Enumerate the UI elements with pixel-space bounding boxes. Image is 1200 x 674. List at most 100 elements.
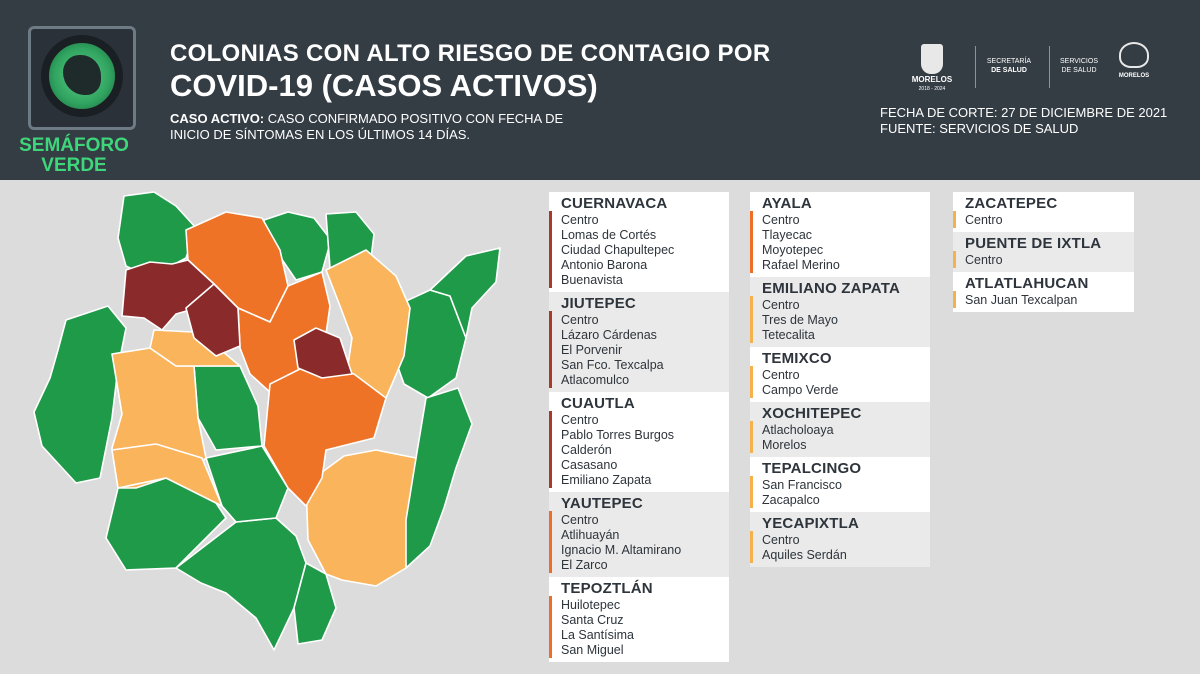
map-region-yautepec-center bbox=[293, 327, 353, 379]
municipality-block: XOCHITEPEC Atlacholoaya Morelos bbox=[750, 402, 930, 457]
list-column-2: AYALA Centro Tlayecac Moyotepec Rafael Merin… bbox=[750, 192, 930, 567]
municipality-block: CUAUTLA Centro Pablo Torres Burgos Calderón… bbox=[549, 392, 729, 492]
risk-level-bar bbox=[750, 211, 753, 273]
municipality-name: ZACATEPEC bbox=[965, 195, 1058, 212]
risk-level-bar bbox=[750, 476, 753, 508]
risk-level-bar bbox=[953, 251, 956, 268]
page-title: COLONIAS CON ALTO RIESGO DE CONTAGIO POR bbox=[170, 40, 771, 67]
logo-divider bbox=[975, 46, 976, 88]
municipality-name: TEPOZTLÁN bbox=[561, 580, 653, 597]
colonia-item: Tetecalita bbox=[762, 328, 815, 342]
map-region-yellow-southeast bbox=[305, 449, 417, 587]
colonia-item: Centro bbox=[561, 213, 599, 227]
risk-level-bar bbox=[953, 291, 956, 308]
municipality-name: TEMIXCO bbox=[762, 350, 832, 367]
servicios-logo-line1: SERVICIOS bbox=[1060, 58, 1098, 65]
colonia-item: San Fco. Texcalpa bbox=[561, 358, 664, 372]
colonia-item: El Porvenir bbox=[561, 343, 623, 357]
cutoff-info: FECHA DE CORTE: 27 DE DICIEMBRE DE 2021 … bbox=[880, 105, 1167, 137]
colonia-item: Calderón bbox=[561, 443, 612, 457]
map-region-east-2 bbox=[403, 387, 473, 569]
municipality-name: CUERNAVACA bbox=[561, 195, 668, 212]
map-region-northeast bbox=[429, 247, 501, 339]
colonia-item: Centro bbox=[965, 253, 1003, 267]
municipality-name: AYALA bbox=[762, 195, 812, 212]
municipality-name: XOCHITEPEC bbox=[762, 405, 862, 422]
cutoff-date: FECHA DE CORTE: 27 DE DICIEMBRE DE 2021 bbox=[880, 105, 1168, 120]
colonia-item: Lomas de Cortés bbox=[561, 228, 657, 242]
colonia-item: Centro bbox=[561, 513, 599, 527]
map-region-southeast bbox=[293, 562, 337, 645]
semaforo-label: SEMÁFORO bbox=[19, 135, 129, 156]
page-subtitle: COVID-19 (CASOS ACTIVOS) bbox=[170, 68, 598, 103]
list-column-1: CUERNAVACA Centro Lomas de Cortés Ciudad Ch… bbox=[549, 192, 729, 662]
municipality-block: YECAPIXTLA Centro Aquiles Serdán bbox=[750, 512, 930, 567]
map-region-center-west bbox=[193, 365, 263, 451]
colonia-item: La Santísima bbox=[561, 628, 634, 642]
municipality-block: ZACATEPEC Centro bbox=[953, 192, 1134, 232]
colonia-item: Casasano bbox=[561, 458, 618, 472]
municipality-name: PUENTE DE IXTLA bbox=[965, 235, 1102, 252]
colonia-item: Centro bbox=[561, 413, 599, 427]
risk-level-bar bbox=[549, 311, 552, 388]
servicios-logo-line2: DE SALUD bbox=[1061, 67, 1097, 74]
colonia-item: Huilotepec bbox=[561, 598, 621, 612]
risk-level-bar bbox=[549, 596, 552, 658]
municipality-block: EMILIANO ZAPATA Centro Tres de Mayo Tetecal… bbox=[750, 277, 930, 347]
data-source: FUENTE: SERVICIOS DE SALUD bbox=[880, 121, 1079, 136]
colonia-item: El Zarco bbox=[561, 558, 608, 572]
definition-body-2: INICIO DE SÍNTOMAS EN LOS ÚLTIMOS 14 DÍA… bbox=[170, 127, 471, 142]
definition-body: CASO CONFIRMADO POSITIVO CON FECHA DE bbox=[264, 111, 564, 126]
risk-level-bar bbox=[750, 531, 753, 563]
colonia-item: Centro bbox=[762, 213, 800, 227]
colonia-item: Campo Verde bbox=[762, 383, 839, 397]
colonia-item: Lázaro Cárdenas bbox=[561, 328, 657, 342]
header-banner: SEMÁFORO VERDE COLONIAS CON ALTO RIESGO … bbox=[0, 0, 1200, 180]
colonia-item: Buenavista bbox=[561, 273, 623, 287]
municipality-name: TEPALCINGO bbox=[762, 460, 862, 477]
morelos-logo-text: MORELOS bbox=[911, 75, 953, 84]
colonia-item: Centro bbox=[762, 368, 800, 382]
colonia-item: Centro bbox=[762, 533, 800, 547]
colonia-item: Tres de Mayo bbox=[762, 313, 838, 327]
morelos-crest-icon bbox=[921, 44, 943, 74]
logos-group: MORELOS 2018 - 2024 SECRETARÍA DE SALUD … bbox=[905, 42, 1175, 92]
colonia-item: Ciudad Chapultepec bbox=[561, 243, 675, 257]
colonia-item: Centro bbox=[561, 313, 599, 327]
municipality-name: YECAPIXTLA bbox=[762, 515, 860, 532]
colonia-item: Moyotepec bbox=[762, 243, 824, 257]
risk-level-bar bbox=[750, 296, 753, 343]
risk-level-bar bbox=[549, 211, 552, 288]
colonia-item: San Francisco bbox=[762, 478, 842, 492]
colonia-item: Atlacomulco bbox=[561, 373, 630, 387]
municipality-block: CUERNAVACA Centro Lomas de Cortés Ciudad Ch… bbox=[549, 192, 729, 292]
colonia-item: Tlayecac bbox=[762, 228, 813, 242]
map-region-jiutepec bbox=[185, 283, 241, 357]
state-silhouette-icon bbox=[63, 55, 101, 95]
morelos-map bbox=[33, 191, 501, 651]
map-region-yellow-south bbox=[111, 443, 223, 507]
risk-level-bar bbox=[750, 366, 753, 398]
colonia-item: Atlacholoaya bbox=[762, 423, 834, 437]
risk-level-bar bbox=[549, 411, 552, 488]
colonia-item: Rafael Merino bbox=[762, 258, 840, 272]
colonia-item: Santa Cruz bbox=[561, 613, 624, 627]
municipality-block: JIUTEPEC Centro Lázaro Cárdenas El Porvenir… bbox=[549, 292, 729, 392]
risk-level-bar bbox=[549, 511, 552, 573]
map-region-west bbox=[33, 305, 127, 484]
definition-label: CASO ACTIVO: bbox=[170, 111, 265, 126]
traffic-light-icon bbox=[41, 35, 123, 117]
municipality-block: TEMIXCO Centro Campo Verde bbox=[750, 347, 930, 402]
municipality-name: YAUTEPEC bbox=[561, 495, 643, 512]
colonia-item: Antonio Barona bbox=[561, 258, 648, 272]
colonia-item: Morelos bbox=[762, 438, 807, 452]
municipality-block: AYALA Centro Tlayecac Moyotepec Rafael Merin… bbox=[750, 192, 930, 277]
municipality-name: JIUTEPEC bbox=[561, 295, 636, 312]
risk-level-bar bbox=[953, 211, 956, 228]
colonia-item: Pablo Torres Burgos bbox=[561, 428, 675, 442]
municipality-name: CUAUTLA bbox=[561, 395, 635, 412]
municipality-block: YAUTEPEC Centro Atlihuayán Ignacio M. Altam… bbox=[549, 492, 729, 577]
logo-divider bbox=[1049, 46, 1050, 88]
definition-text: CASO ACTIVO: CASO CONFIRMADO POSITIVO CO… bbox=[170, 111, 640, 143]
colonia-item: Ignacio M. Altamirano bbox=[561, 543, 682, 557]
